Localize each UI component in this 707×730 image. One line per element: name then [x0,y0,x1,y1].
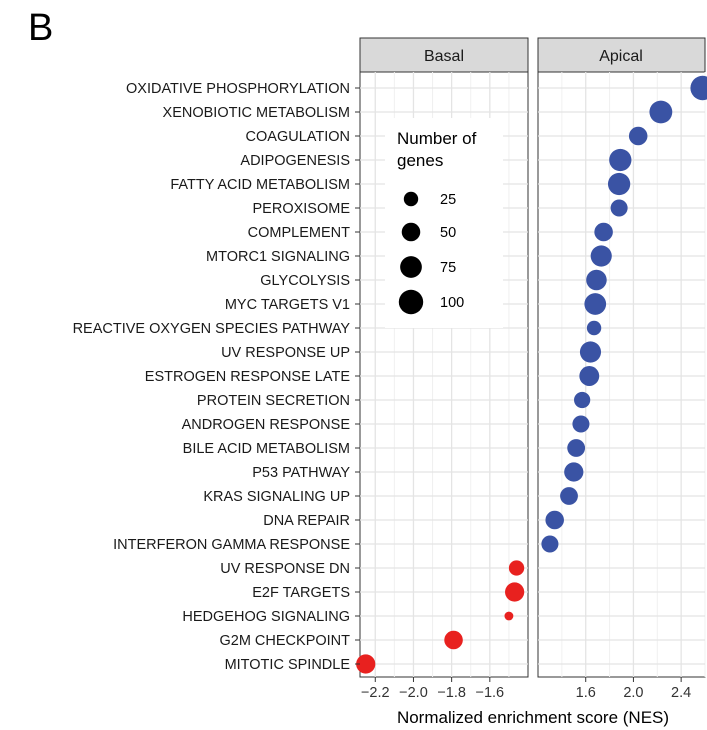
data-point [545,510,564,530]
data-point [567,439,586,457]
data-point [609,148,632,172]
data-point [610,199,628,217]
category-label: HEDGEHOG SIGNALING [182,609,350,625]
apical-panel: Apical 1.6 2.0 2.4 [537,37,707,701]
legend-size-label: 25 [440,192,456,208]
category-label: E2F TARGETS [252,585,350,601]
data-point [649,100,673,124]
data-point [560,487,578,505]
data-point [574,391,591,409]
legend-size-label: 75 [440,260,456,276]
category-label: GLYCOLYSIS [260,273,350,289]
category-label: P53 PATHWAY [252,465,350,481]
apical-strip-label: Apical [599,48,643,65]
category-label: G2M CHECKPOINT [219,633,350,649]
category-label: INTERFERON GAMMA RESPONSE [113,537,350,553]
legend-title-line2: genes [397,151,443,170]
category-label: UV RESPONSE UP [221,345,350,361]
data-point [508,560,525,576]
legend-title-line1: Number of [397,129,477,148]
category-label: REACTIVE OXYGEN SPECIES PATHWAY [73,321,351,337]
legend-size-dot [400,256,422,278]
category-label: DNA REPAIR [263,513,350,529]
x-tick-label: −1.6 [476,685,505,701]
category-label: MYC TARGETS V1 [225,297,350,313]
size-legend: Number of genes 25 50 75 100 [385,118,503,328]
data-point [541,535,559,553]
data-point [579,366,600,386]
x-tick-label: −2.2 [361,685,390,701]
x-tick-label: 2.0 [623,685,643,701]
x-axis-title: Normalized enrichment score (NES) [397,708,669,727]
basal-x-ticks: −2.2 −2.0 −1.8 −1.6 [361,677,504,701]
data-point [564,462,584,482]
data-point [690,75,707,101]
data-point [572,415,590,433]
panel-letter: B [28,7,53,49]
category-label: BILE ACID METABOLISM [183,441,350,457]
data-point [594,222,613,242]
data-point [504,611,514,621]
data-point [584,293,607,315]
category-label: MTORC1 SIGNALING [206,249,350,265]
basal-strip-label: Basal [424,48,464,65]
data-point [444,630,463,650]
x-tick-label: 2.4 [671,685,691,701]
category-label: KRAS SIGNALING UP [203,489,350,505]
category-label: MITOTIC SPINDLE [225,657,351,673]
data-point [628,126,648,146]
category-label: PROTEIN SECRETION [197,393,350,409]
data-point [579,341,602,363]
category-label: OXIDATIVE PHOSPHORYLATION [126,81,350,97]
data-point [586,320,602,336]
data-point [356,654,376,674]
legend-size-label: 50 [440,225,456,241]
legend-size-dot [401,222,421,242]
x-tick-label: −2.0 [399,685,428,701]
category-label: PEROXISOME [253,201,351,217]
x-tick-label: 1.6 [576,685,596,701]
apical-strip [537,37,706,73]
category-label: FATTY ACID METABOLISM [170,177,350,193]
basal-strip [359,37,529,73]
x-tick-label: −1.8 [437,685,466,701]
apical-x-ticks: 1.6 2.0 2.4 [576,677,691,701]
category-labels: OXIDATIVE PHOSPHORYLATION XENOBIOTIC META… [73,81,360,673]
data-point [607,172,631,196]
category-label: UV RESPONSE DN [220,561,350,577]
category-label: XENOBIOTIC METABOLISM [163,105,350,121]
category-label: COMPLEMENT [248,225,350,241]
legend-size-dot [398,289,424,315]
category-label: ESTROGEN RESPONSE LATE [145,369,351,385]
legend-size-dot [403,191,419,207]
legend-size-label: 100 [440,295,464,311]
category-label: ADIPOGENESIS [240,153,350,169]
basal-points [356,560,525,674]
apical-points [541,75,707,553]
data-point [505,582,525,602]
category-label: COAGULATION [246,129,350,145]
data-point [586,269,607,291]
category-label: ANDROGEN RESPONSE [182,417,351,433]
data-point [590,245,612,267]
